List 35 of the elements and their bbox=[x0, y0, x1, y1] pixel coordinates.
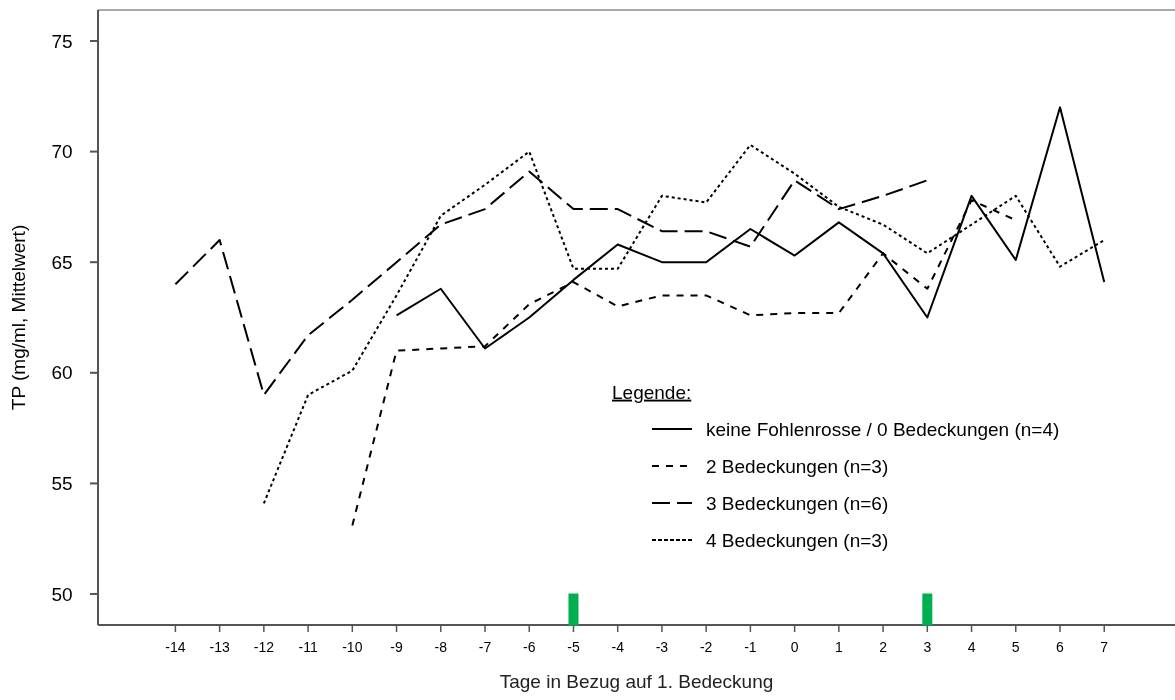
x-tick-label: -10 bbox=[342, 638, 363, 655]
x-tick-label: 6 bbox=[1056, 638, 1065, 655]
x-tick-label: -11 bbox=[298, 638, 318, 655]
legend-label: keine Fohlenrosse / 0 Bedeckungen (n=4) bbox=[706, 418, 1060, 440]
x-tick-label: -2 bbox=[699, 638, 713, 655]
x-axis-title: Tage in Bezug auf 1. Bedeckung bbox=[499, 671, 774, 692]
x-tick-label: -12 bbox=[253, 638, 275, 655]
x-tick-label: -7 bbox=[478, 638, 492, 655]
legend-label: 3 Bedeckungen (n=6) bbox=[706, 492, 889, 514]
x-tick-label: 0 bbox=[790, 638, 799, 655]
x-tick-label: 4 bbox=[967, 638, 976, 655]
x-tick-label: -6 bbox=[523, 638, 536, 655]
x-tick-label: 1 bbox=[834, 638, 843, 655]
x-tick-label: -1 bbox=[744, 638, 757, 655]
x-tick-label: -14 bbox=[165, 638, 186, 655]
y-axis-title: TP (mg/ml, Mittelwert) bbox=[8, 224, 29, 411]
x-tick-label: 3 bbox=[923, 638, 932, 655]
y-tick-label: 65 bbox=[51, 251, 73, 273]
y-tick-label: 75 bbox=[51, 30, 73, 52]
x-tick-label: 5 bbox=[1011, 638, 1020, 655]
y-tick-label: 60 bbox=[51, 362, 73, 384]
x-tick-label: -9 bbox=[390, 638, 403, 655]
x-tick-label: -8 bbox=[434, 638, 448, 655]
x-tick-label: -4 bbox=[611, 638, 625, 655]
x-tick-label: 2 bbox=[879, 638, 888, 655]
legend-label: 4 Bedeckungen (n=3) bbox=[706, 529, 889, 551]
y-tick-label: 70 bbox=[51, 141, 73, 163]
legend-label: 2 Bedeckungen (n=3) bbox=[706, 455, 889, 477]
x-tick-label: -3 bbox=[655, 638, 669, 655]
x-tick-label: 7 bbox=[1100, 638, 1109, 655]
y-tick-label: 50 bbox=[51, 583, 73, 605]
y-tick-label: 55 bbox=[51, 473, 73, 495]
x-tick-label: -13 bbox=[209, 638, 230, 655]
legend-title: Legende: bbox=[612, 381, 692, 403]
x-tick-label: -5 bbox=[567, 638, 580, 655]
